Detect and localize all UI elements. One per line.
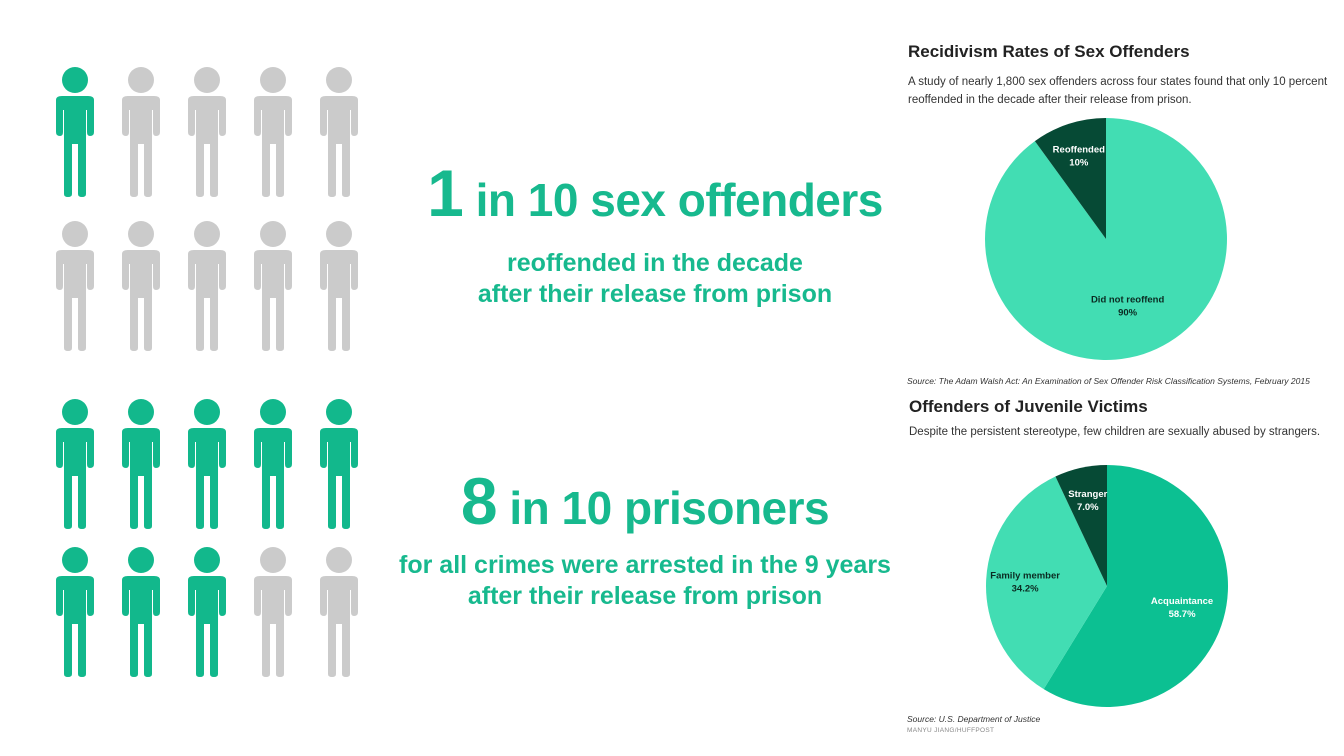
person-icon [188, 399, 226, 529]
juvenile-subtitle: Despite the persistent stereotype, few c… [909, 426, 1321, 438]
pie-slice-value: 34.2% [1012, 583, 1039, 594]
person-icon [320, 67, 358, 197]
person-icon [320, 221, 358, 351]
person-icon [56, 221, 94, 351]
pie-slice-value: 7.0% [1077, 502, 1099, 513]
person-icon [56, 67, 94, 197]
person-icon [188, 67, 226, 197]
stat-number: 8 [460, 468, 498, 538]
people-grid-sex-offenders [48, 66, 388, 358]
people-icon-grid [56, 399, 358, 677]
recidivism-source: Source: The Adam Walsh Act: An Examinati… [907, 376, 1310, 386]
pie-slice-value: 10% [1069, 157, 1089, 168]
pie-slice-label: Did not reoffend [1091, 295, 1165, 306]
recidivism-subtitle-line1: A study of nearly 1,800 sex offenders ac… [908, 76, 1328, 88]
recidivism-pie-chart: Did not reoffend 90% Reoffended 10% [985, 118, 1227, 360]
stat-description-line1: for all crimes were arrested in the 9 ye… [399, 551, 891, 579]
pie-slice [1055, 465, 1107, 586]
stat-headline-rest: in 10 prisoners [509, 482, 830, 534]
person-icon [56, 547, 94, 677]
stat-description: reoffended in the decade after their rel… [400, 248, 910, 310]
stat-number: 1 [427, 156, 464, 230]
person-icon [122, 221, 160, 351]
person-icon [122, 399, 160, 529]
stat-description: for all crimes were arrested in the 9 ye… [380, 550, 910, 612]
person-icon [188, 547, 226, 677]
person-icon [254, 547, 292, 677]
pie-slice-label: Stranger [1068, 489, 1107, 500]
juvenile-source: Source: U.S. Department of Justice [907, 714, 1041, 724]
recidivism-subtitle-line2: reoffended in the decade after their rel… [908, 94, 1192, 106]
pie-slice-label: Family member [990, 570, 1060, 581]
stat-description-line2: after their release from prison [477, 280, 833, 308]
pie-slice [986, 476, 1107, 690]
person-icon [254, 67, 292, 197]
person-icon [122, 547, 160, 677]
stat-sex-offenders: 1 in 10 sex offenders reoffended in the … [400, 160, 910, 310]
pie-slice [1043, 465, 1228, 707]
person-icon [122, 67, 160, 197]
pie-slice-value: 58.7% [1169, 609, 1196, 620]
recidivism-subtitle: A study of nearly 1,800 sex offenders ac… [908, 73, 1327, 109]
person-icon [188, 221, 226, 351]
credit-line: MANYU JIANG/HUFFPOST [907, 727, 995, 734]
recidivism-title: Recidivism Rates of Sex Offenders [908, 42, 1190, 61]
stat-description-line1: reoffended in the decade [507, 249, 803, 277]
people-icon-grid [56, 67, 358, 351]
person-icon [320, 547, 358, 677]
person-icon [254, 399, 292, 529]
stat-headline-rest: in 10 sex offenders [475, 174, 884, 226]
stat-description-line2: after their release from prison [467, 582, 823, 610]
juvenile-title: Offenders of Juvenile Victims [909, 397, 1148, 416]
person-icon [56, 399, 94, 529]
juvenile-pie-chart: Acquaintance 58.7% Family member 34.2% Stran… [986, 465, 1228, 707]
stat-prisoners: 8 in 10 prisoners for all crimes were ar… [380, 468, 910, 612]
stat-headline: 8 in 10 prisoners [380, 468, 910, 534]
pie-slice-label: Acquaintance [1151, 596, 1213, 607]
people-grid-prisoners [48, 398, 388, 680]
person-icon [254, 221, 292, 351]
pie-slice [1034, 118, 1106, 239]
stat-headline: 1 in 10 sex offenders [400, 160, 910, 226]
pie-slice-value: 90% [1118, 308, 1138, 319]
pie-slice-label: Reoffended [1053, 144, 1105, 155]
person-icon [320, 399, 358, 529]
